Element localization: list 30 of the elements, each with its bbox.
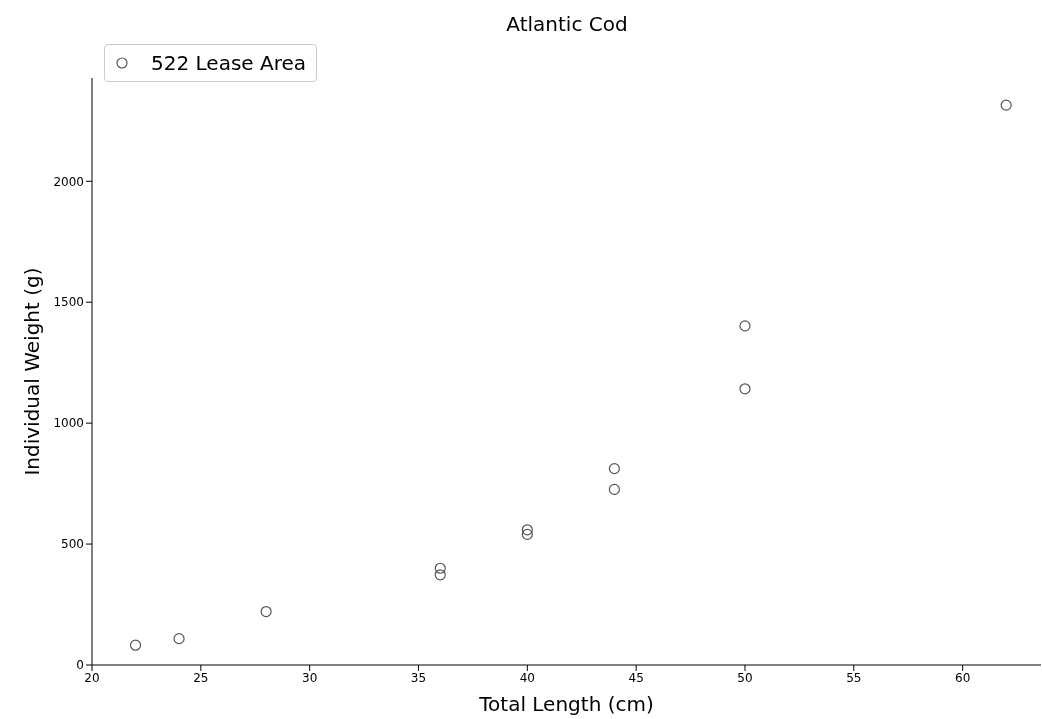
x-tick-label: 55 [846, 670, 862, 685]
point [608, 483, 620, 496]
y-tick-label: 0 [76, 658, 84, 673]
point [739, 383, 751, 395]
point [521, 528, 533, 540]
point [434, 569, 446, 581]
point [521, 524, 533, 536]
legend-label: 522 Lease Area [151, 51, 306, 75]
chart-title: Atlantic Cod [505, 12, 629, 36]
x-tick-label: 20 [84, 670, 100, 685]
point [434, 562, 446, 574]
y-axis-title: Individual Weight (g) [20, 267, 45, 476]
point [129, 639, 142, 651]
x-axis-title: Total Length (cm) [478, 692, 654, 716]
x-tick-label: 35 [410, 670, 427, 685]
point [260, 605, 272, 618]
x-tick-label: 40 [519, 670, 535, 685]
x-tick-label: 50 [737, 670, 753, 685]
point [739, 320, 751, 332]
y-tick-label: 500 [61, 537, 84, 552]
x-tick-label: 25 [193, 670, 209, 685]
point [608, 463, 620, 475]
point [173, 633, 185, 645]
x-tick-label: 60 [955, 670, 971, 685]
y-tick-label: 2000 [53, 174, 84, 189]
y-tick-label: 1000 [53, 416, 84, 431]
y-tick-label: 1500 [53, 295, 84, 310]
x-tick-label: 45 [628, 670, 644, 685]
x-tick-label: 30 [302, 670, 318, 685]
point [1000, 99, 1012, 111]
